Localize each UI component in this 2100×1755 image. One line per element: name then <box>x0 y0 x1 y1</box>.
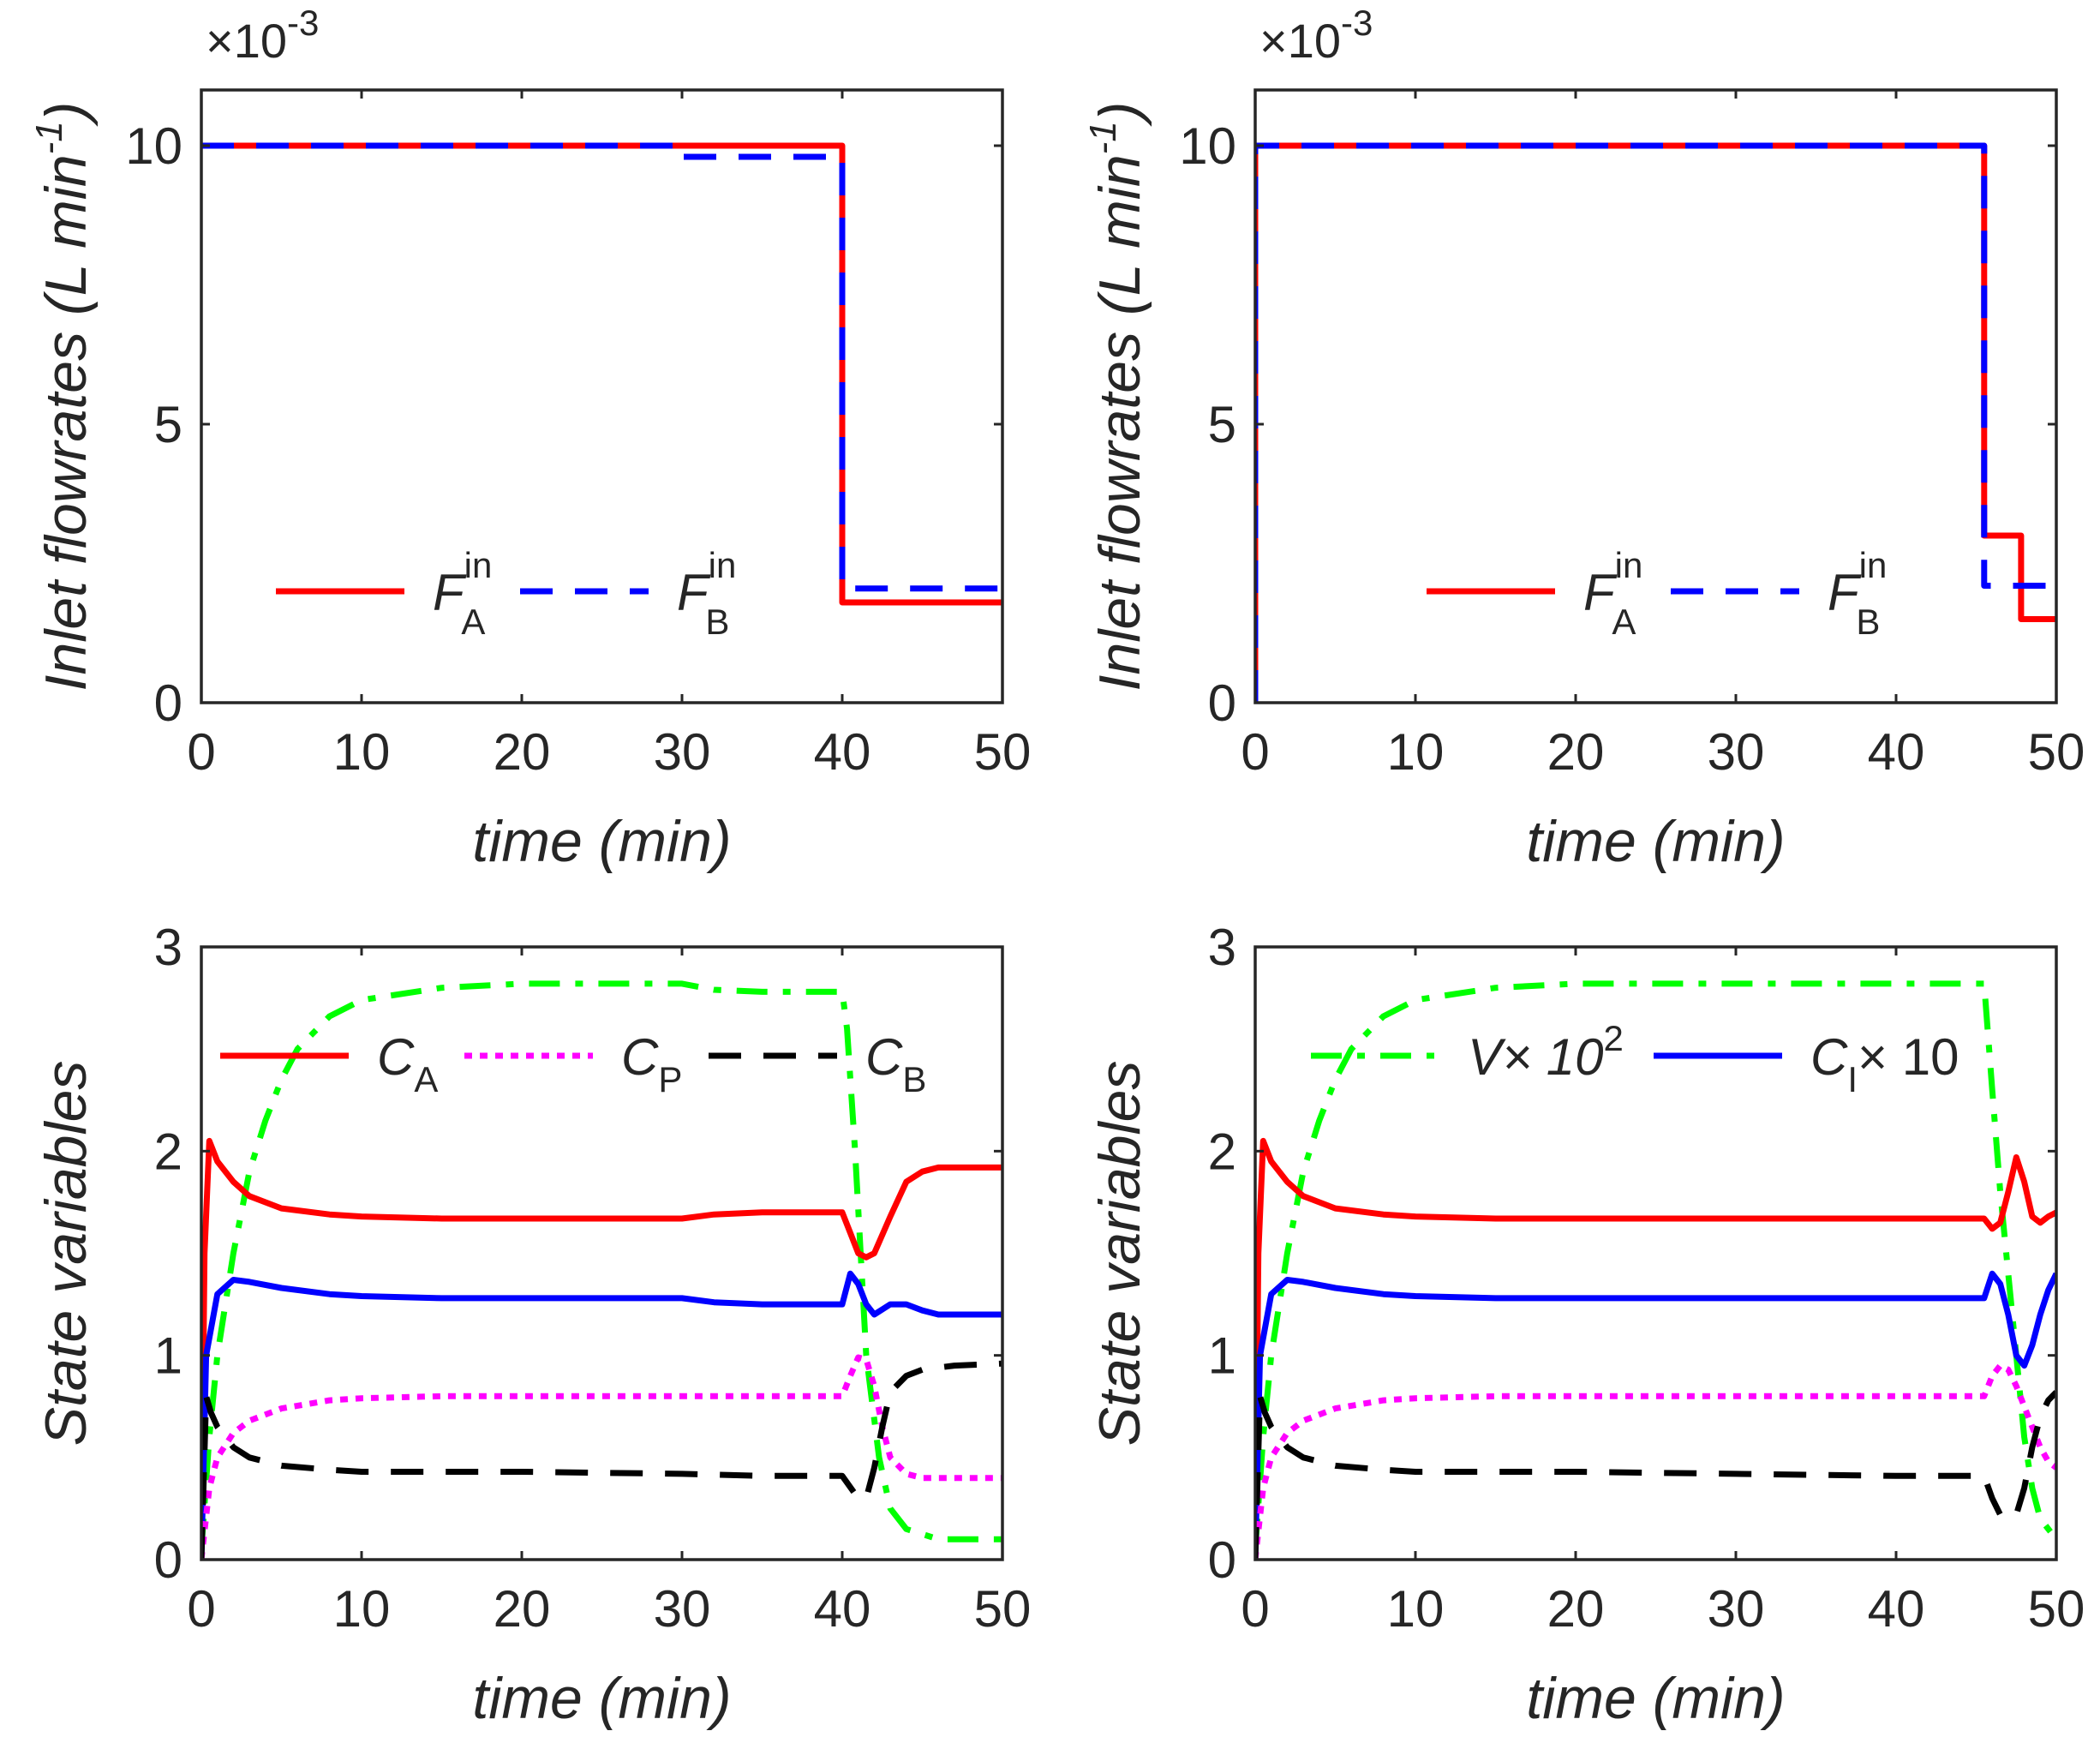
series-line-f-b-in <box>1255 142 2056 703</box>
chart-top-right: 0 10 20 30 40 50 0 5 10 time (min) Inlet flowrates… <box>1082 3 2085 874</box>
legend-label-v-10-2: V× 102 <box>1468 1018 1624 1086</box>
legend: V× 102 CI× 10 <box>1311 1018 1959 1099</box>
y-axis-label: State variables <box>33 1061 99 1447</box>
series-line-v-10-2 <box>1255 980 2056 1550</box>
series-line-f-b-in <box>201 142 1002 592</box>
y-tick-label: 1 <box>154 1327 182 1385</box>
x-tick-label: 10 <box>333 723 391 781</box>
x-tick-label: 20 <box>1547 1580 1605 1638</box>
x-tick-label: 10 <box>1387 723 1445 781</box>
x-tick-label: 30 <box>1708 1580 1765 1638</box>
x-tick-label: 10 <box>333 1580 391 1638</box>
series-group <box>201 142 1002 606</box>
y-tick-label: 10 <box>125 117 182 175</box>
y-tick-label: 0 <box>1208 1531 1236 1589</box>
legend-label-c-i-10: CI× 10 <box>1810 1028 1959 1099</box>
series-line-c-b <box>201 1360 1002 1560</box>
axes-box <box>200 945 1004 1561</box>
x-tick-label: 50 <box>2028 723 2085 781</box>
x-tick-label: 40 <box>814 723 871 781</box>
x-tick-label: 20 <box>494 723 551 781</box>
y-tick-label: 2 <box>1208 1123 1236 1180</box>
series-line-c-p <box>1255 1363 2056 1560</box>
x-tick-label: 0 <box>1241 1580 1269 1638</box>
axes-box <box>200 88 1004 704</box>
x-tick-label: 30 <box>1708 723 1765 781</box>
x-tick-label: 50 <box>974 1580 1032 1638</box>
y-tick-label: 0 <box>154 674 182 732</box>
x-tick-label: 30 <box>654 723 711 781</box>
series-group <box>201 980 1002 1560</box>
y-axis-label: Inlet flowrates (L min-1) <box>1082 102 1152 692</box>
legend: CA CP CB <box>220 1028 926 1099</box>
axis-multiplier: ×10-3 <box>206 3 319 68</box>
legend: Fin A Fin B <box>1427 545 1887 642</box>
y-tick-label: 2 <box>154 1123 182 1180</box>
legend-label-f-a-in: Fin A <box>1583 545 1642 642</box>
series-group <box>1255 980 2056 1560</box>
series-line-f-a-in <box>201 142 1002 606</box>
x-axis-label: time (min) <box>472 1666 731 1731</box>
x-tick-label: 30 <box>654 1580 711 1638</box>
y-axis-label: State variables <box>1087 1061 1152 1447</box>
y-tick-label: 0 <box>154 1531 182 1589</box>
x-tick-label: 40 <box>814 1580 871 1638</box>
series-line-c-i-10 <box>1255 1270 2056 1560</box>
y-tick-label: 3 <box>1208 919 1236 976</box>
series-line-c-i-10 <box>201 1270 1002 1560</box>
x-tick-label: 20 <box>1547 723 1605 781</box>
x-tick-label: 40 <box>1868 1580 1925 1638</box>
y-tick-label: 10 <box>1179 117 1236 175</box>
y-tick-label: 1 <box>1208 1327 1236 1385</box>
axes-box <box>1253 88 2058 704</box>
legend-label-f-b-in: Fin B <box>677 545 736 642</box>
y-tick-label: 3 <box>154 919 182 976</box>
series-line-c-a <box>1255 1137 2056 1560</box>
series-line-c-p <box>201 1354 1002 1560</box>
x-tick-label: 0 <box>187 723 215 781</box>
x-axis-label: time (min) <box>1526 809 1785 874</box>
chart-bottom-right: 0 10 20 30 40 50 0 1 2 3 time (min) State variables… <box>1087 919 2085 1731</box>
chart-bottom-left: 0 10 20 30 40 50 0 1 2 3 time (min) State variables… <box>33 919 1031 1731</box>
x-tick-label: 20 <box>494 1580 551 1638</box>
y-tick-label: 5 <box>154 396 182 453</box>
x-tick-label: 50 <box>2028 1580 2085 1638</box>
axes-box <box>1253 945 2058 1561</box>
x-tick-label: 10 <box>1387 1580 1445 1638</box>
x-axis-label: time (min) <box>1526 1666 1785 1731</box>
series-group <box>1255 142 2056 703</box>
legend: Fin A Fin B <box>276 545 736 642</box>
legend-label-c-p: CP <box>621 1028 682 1099</box>
x-axis-label: time (min) <box>472 809 731 874</box>
x-tick-label: 0 <box>187 1580 215 1638</box>
y-axis-label: Inlet flowrates (L min-1) <box>28 102 99 692</box>
x-tick-label: 40 <box>1868 723 1925 781</box>
y-tick-label: 0 <box>1208 674 1236 732</box>
legend-label-c-a: CA <box>377 1028 438 1099</box>
series-line-v-10-2 <box>201 980 1002 1550</box>
x-tick-label: 0 <box>1241 723 1269 781</box>
x-tick-label: 50 <box>974 723 1032 781</box>
legend-label-f-b-in: Fin B <box>1828 545 1887 642</box>
y-tick-label: 5 <box>1208 396 1236 453</box>
axis-multiplier: ×10-3 <box>1259 3 1373 68</box>
series-line-c-a <box>201 1137 1002 1560</box>
legend-label-f-a-in: Fin A <box>433 545 492 642</box>
legend-label-c-b: CB <box>865 1028 926 1099</box>
